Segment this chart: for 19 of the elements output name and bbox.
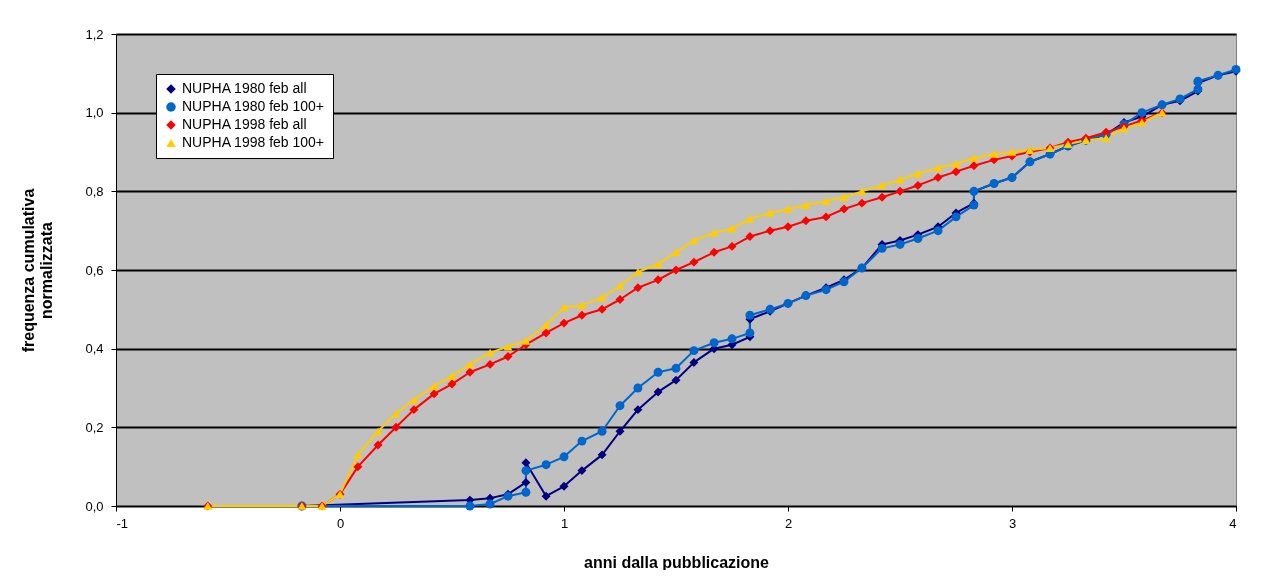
y-tick-label: 0,0 (85, 498, 104, 514)
legend-label: NUPHA 1998 feb 100+ (182, 134, 325, 150)
y-tick-label: 1,2 (85, 26, 104, 42)
legend-label: NUPHA 1980 feb all (182, 80, 307, 96)
x-tick-label: 4 (1229, 515, 1237, 531)
x-axis-title: anni dalla pubblicazione (584, 553, 770, 571)
y-tick-label: 0,4 (85, 341, 104, 357)
y-tick-label: 0,6 (85, 262, 104, 278)
y-axis-title: frequenza cumulativa normalizzata (20, 188, 56, 353)
y-tick-label: 0,8 (85, 183, 104, 199)
x-tick-label: 0 (336, 515, 345, 531)
x-tick-label: -1 (116, 515, 129, 531)
x-tick-label: 2 (784, 515, 793, 531)
x-tick-label: 3 (1008, 515, 1017, 531)
x-tick-label: 1 (560, 515, 569, 531)
legend-label: NUPHA 1998 feb all (182, 116, 307, 132)
y-tick-label: 0,2 (85, 419, 104, 435)
legend-label: NUPHA 1980 feb 100+ (182, 98, 325, 114)
y-tick-label: 1,0 (85, 105, 104, 121)
